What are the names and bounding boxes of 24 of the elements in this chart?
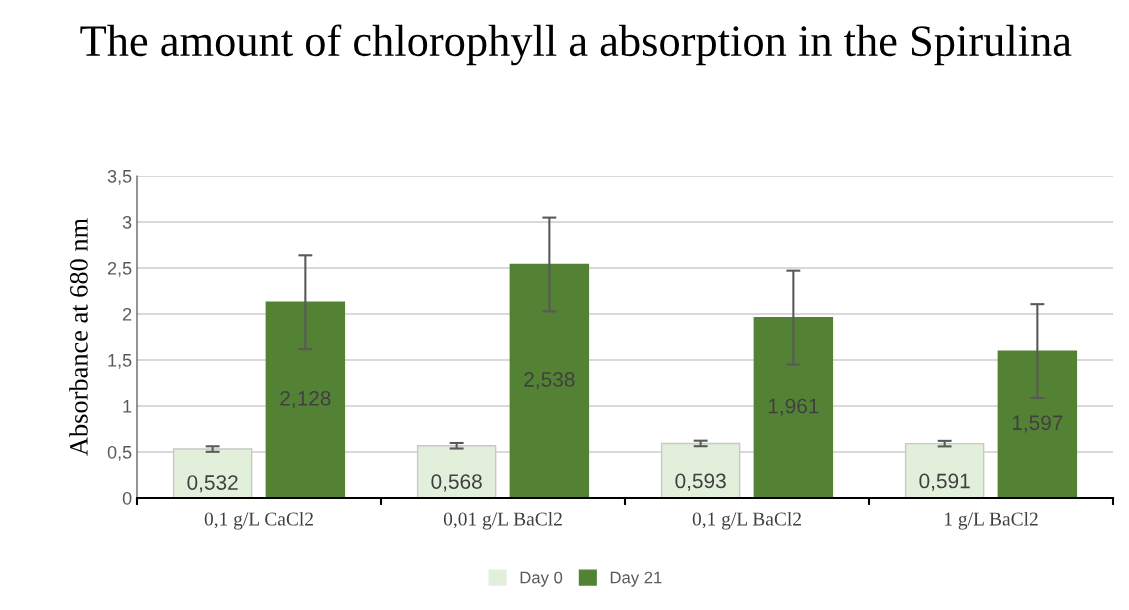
y-tick-label: 2: [123, 307, 132, 321]
legend-label: Day 0: [520, 571, 563, 587]
data-label: 0,591: [919, 473, 970, 491]
y-tick-label: 3: [122, 215, 132, 229]
y-tick-label: 1: [123, 400, 132, 413]
x-tick-label: 1 g/L BaCl2: [945, 511, 1038, 530]
data-label: 1,961: [768, 398, 819, 416]
data-label: 2,538: [524, 372, 575, 390]
data-label: 0,532: [187, 475, 238, 493]
data-label: 0,593: [675, 473, 726, 491]
data-label: 0,568: [431, 474, 482, 492]
legend-label: Day 21: [610, 571, 662, 587]
x-tick-label: 0,01 g/L BaCl2: [443, 511, 562, 530]
y-tick-label: 0,5: [107, 445, 132, 461]
x-tick-label: 0,1 g/L BaCl2: [692, 511, 801, 530]
y-axis-title: Absorbance at 680 nm: [69, 218, 88, 456]
y-tick-label: 0: [122, 491, 132, 505]
data-label: 1,597: [1012, 415, 1063, 433]
x-tick-label: 0,1 g/L CaCl2: [204, 511, 313, 530]
y-tick-label: 3,5: [107, 169, 132, 185]
chart-title: The amount of chlorophyll a absorption in the Spirulina: [80, 24, 1072, 66]
data-label: 2,128: [280, 390, 331, 409]
y-tick-label: 2,5: [107, 261, 132, 277]
y-tick-label: 1,5: [108, 354, 132, 369]
